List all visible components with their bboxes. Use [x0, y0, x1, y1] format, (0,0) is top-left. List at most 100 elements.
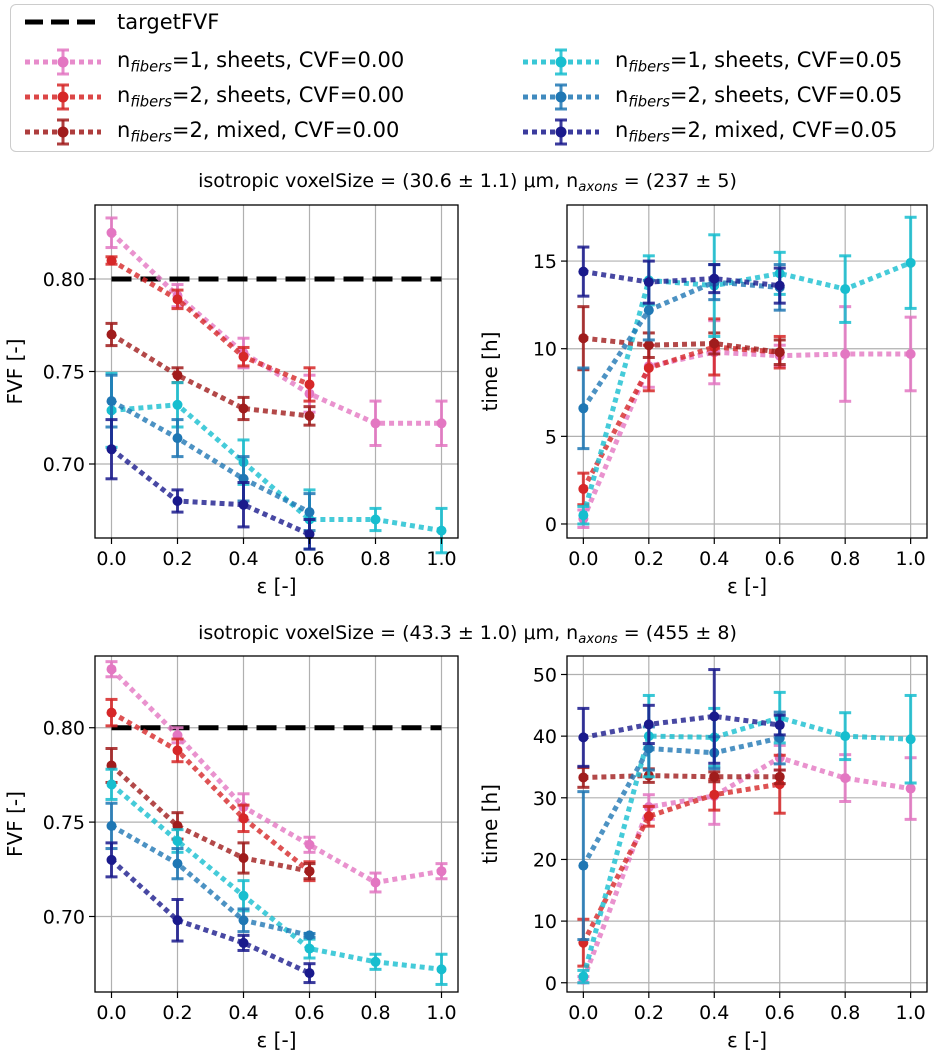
data-point: [106, 227, 117, 238]
x-tick-label: 0.0: [568, 548, 598, 570]
legend-marker-icon: [523, 48, 599, 76]
data-point: [172, 745, 183, 756]
legend-marker-icon: [25, 48, 101, 76]
series-line: [109, 763, 310, 874]
series-line: [581, 344, 780, 491]
data-point: [905, 257, 916, 268]
data-point: [106, 820, 117, 831]
data-point: [578, 732, 589, 743]
y-tick-label: 0.70: [43, 906, 85, 928]
series-n1-sheets-cvf000: [577, 743, 917, 985]
data-point: [709, 273, 720, 284]
legend-item-n2-mixed-cvf000: nfibers=2, mixed, CVF=0.00: [21, 117, 399, 147]
data-point: [106, 854, 117, 865]
x-tick-label: 0.6: [294, 548, 324, 570]
time-chart-top: 0.0 0.2 0.4 0.6 0.8 1.0 0 5 10 15 ε [-] time [h]: [478, 204, 928, 598]
series-n2-sheets-cvf005: [577, 710, 786, 942]
x-tick-label: 1.0: [426, 548, 456, 570]
series-line: [110, 710, 312, 874]
data-point: [436, 525, 447, 536]
x-tick-label: 0.0: [96, 1002, 126, 1024]
legend-dot: [555, 126, 567, 138]
data-point: [304, 930, 315, 941]
series-line: [583, 269, 780, 289]
data-point: [905, 348, 916, 359]
legend-label-targetfvf: targetFVF: [117, 10, 220, 34]
x-tick-label: 1.0: [426, 1002, 456, 1024]
x-tick-label: 0.8: [360, 1002, 390, 1024]
x-tick-label: 0.0: [568, 1002, 598, 1024]
x-tick-label: 0.4: [699, 548, 729, 570]
data-point: [106, 396, 117, 407]
legend-label: nfibers=2, mixed, CVF=0.05: [615, 118, 898, 146]
data-point: [774, 280, 785, 291]
legend-line-dashed-icon: [25, 19, 101, 25]
y-tick-label: 0.80: [43, 718, 85, 740]
data-point: [172, 433, 183, 444]
data-point: [578, 510, 589, 521]
x-tick-label: 0.6: [765, 1002, 795, 1024]
x-tick-label: 0.2: [162, 1002, 192, 1024]
data-point: [709, 338, 720, 349]
fvf-chart-bottom: 0.0 0.2 0.4 0.6 0.8 1.0 0.70 0.75 0.80 ε [-] FVF […: [3, 655, 459, 1052]
legend-item-n2-mixed-cvf005: nfibers=2, mixed, CVF=0.05: [519, 117, 897, 147]
data-point: [370, 956, 381, 967]
legend-label: nfibers=1, sheets, CVF=0.00: [117, 48, 405, 76]
data-point: [172, 496, 183, 506]
x-tick-label: 0.2: [634, 548, 664, 570]
x-axis-label: ε [-]: [727, 574, 767, 598]
legend-label: nfibers=1, sheets, CVF=0.05: [615, 48, 903, 76]
data-point: [172, 835, 183, 846]
series-n2-mixed-cvf000: [105, 321, 316, 427]
data-point: [304, 943, 315, 954]
series-line: [583, 773, 780, 780]
series-line: [109, 230, 442, 426]
x-tick-label: 0.4: [699, 1002, 729, 1024]
legend-item-n1-sheets-cvf000: nfibers=1, sheets, CVF=0.00: [21, 47, 404, 77]
x-tick-label: 1.0: [896, 548, 926, 570]
series-n2-sheets-cvf000: [105, 255, 316, 403]
y-tick-label: 40: [533, 726, 557, 748]
legend-item-n2-sheets-cvf000: nfibers=2, sheets, CVF=0.00: [21, 82, 404, 112]
data-point: [840, 284, 851, 295]
data-point: [238, 915, 249, 926]
series-line: [109, 667, 442, 886]
legend-item-targetfvf: targetFVF: [21, 7, 219, 37]
data-point: [106, 779, 117, 790]
row-title-bottom: isotropic voxelSize = (43.3 ± 1.0) μm, n…: [198, 622, 737, 647]
data-point: [774, 347, 785, 358]
data-point: [172, 294, 183, 305]
data-point: [304, 968, 315, 979]
y-axis-label: FVF [-]: [3, 791, 27, 857]
y-axis-label: time [h]: [478, 332, 502, 412]
data-point: [370, 877, 381, 888]
x-tick-label: 0.8: [360, 548, 390, 570]
legend-label: nfibers=2, sheets, CVF=0.05: [615, 83, 903, 111]
legend-marker-icon: [523, 83, 599, 111]
data-point: [840, 348, 851, 359]
legend-item-n2-sheets-cvf005: nfibers=2, sheets, CVF=0.05: [519, 82, 902, 112]
time-chart-bottom: 0.0 0.2 0.4 0.6 0.8 1.0 0 10 20 30 40 50 ε [-] time […: [478, 655, 928, 1052]
legend-dot: [57, 91, 69, 103]
series-n2-mixed-cvf005: [105, 841, 316, 985]
legend-label: nfibers=2, sheets, CVF=0.00: [117, 83, 405, 111]
data-point: [643, 743, 654, 754]
data-point: [709, 771, 720, 782]
data-point: [643, 305, 654, 316]
data-point: [709, 789, 720, 800]
data-point: [106, 329, 117, 340]
x-tick-label: 0.0: [96, 548, 126, 570]
data-point: [643, 362, 654, 373]
data-point: [774, 771, 785, 782]
data-point: [643, 277, 654, 288]
fvf-chart-top: 0.0 0.2 0.4 0.6 0.8 1.0 0.70 0.75 0.80 ε [-] FVF […: [3, 204, 459, 598]
series-line: [580, 715, 911, 978]
series-line: [581, 279, 780, 410]
x-tick-label: 0.8: [830, 1002, 860, 1024]
data-point: [578, 483, 589, 494]
data-point: [436, 866, 447, 877]
y-tick-label: 0.75: [43, 362, 85, 384]
x-axis-label: ε [-]: [257, 1028, 297, 1052]
series-line: [581, 735, 781, 867]
data-point: [905, 783, 916, 794]
